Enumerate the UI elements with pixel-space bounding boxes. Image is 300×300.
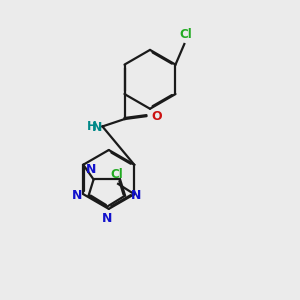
Text: N: N xyxy=(72,189,83,202)
Text: Cl: Cl xyxy=(110,168,123,181)
Text: N: N xyxy=(102,212,112,225)
Text: N: N xyxy=(130,189,141,202)
Text: Cl: Cl xyxy=(179,28,192,41)
Text: H: H xyxy=(87,120,97,133)
Text: N: N xyxy=(92,121,102,134)
Text: O: O xyxy=(151,110,162,123)
Text: N: N xyxy=(86,163,96,176)
